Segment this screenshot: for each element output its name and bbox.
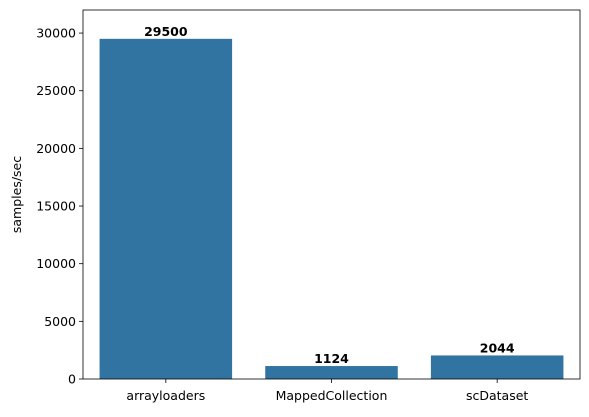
- y-tick-label: 20000: [36, 141, 76, 156]
- y-tick-label: 5000: [44, 314, 76, 329]
- y-tick-label: 15000: [36, 199, 76, 214]
- bar-mappedcollection: [265, 366, 398, 379]
- x-tick-label: scDataset: [466, 388, 528, 403]
- value-labels-layer: 29500 1124 2044: [144, 24, 515, 366]
- y-ticks-layer: 0 5000 10000 15000 20000 25000 30000: [36, 26, 83, 387]
- y-tick-label: 10000: [36, 256, 76, 271]
- x-tick-label: arrayloaders: [126, 388, 205, 403]
- bar-value-label: 29500: [144, 24, 188, 39]
- x-tick-label: MappedCollection: [276, 388, 388, 403]
- bar-value-label: 2044: [480, 340, 515, 355]
- bar-value-label: 1124: [314, 351, 349, 366]
- bars-layer: [99, 38, 564, 379]
- y-tick-label: 30000: [36, 26, 76, 41]
- y-axis-label: samples/sec: [9, 156, 24, 233]
- bar-arrayloaders: [99, 38, 233, 379]
- y-tick-label: 25000: [36, 83, 76, 98]
- x-ticks-layer: arrayloaders MappedCollection scDataset: [126, 379, 528, 403]
- bar-scdataset: [430, 355, 564, 379]
- y-tick-label: 0: [68, 372, 76, 387]
